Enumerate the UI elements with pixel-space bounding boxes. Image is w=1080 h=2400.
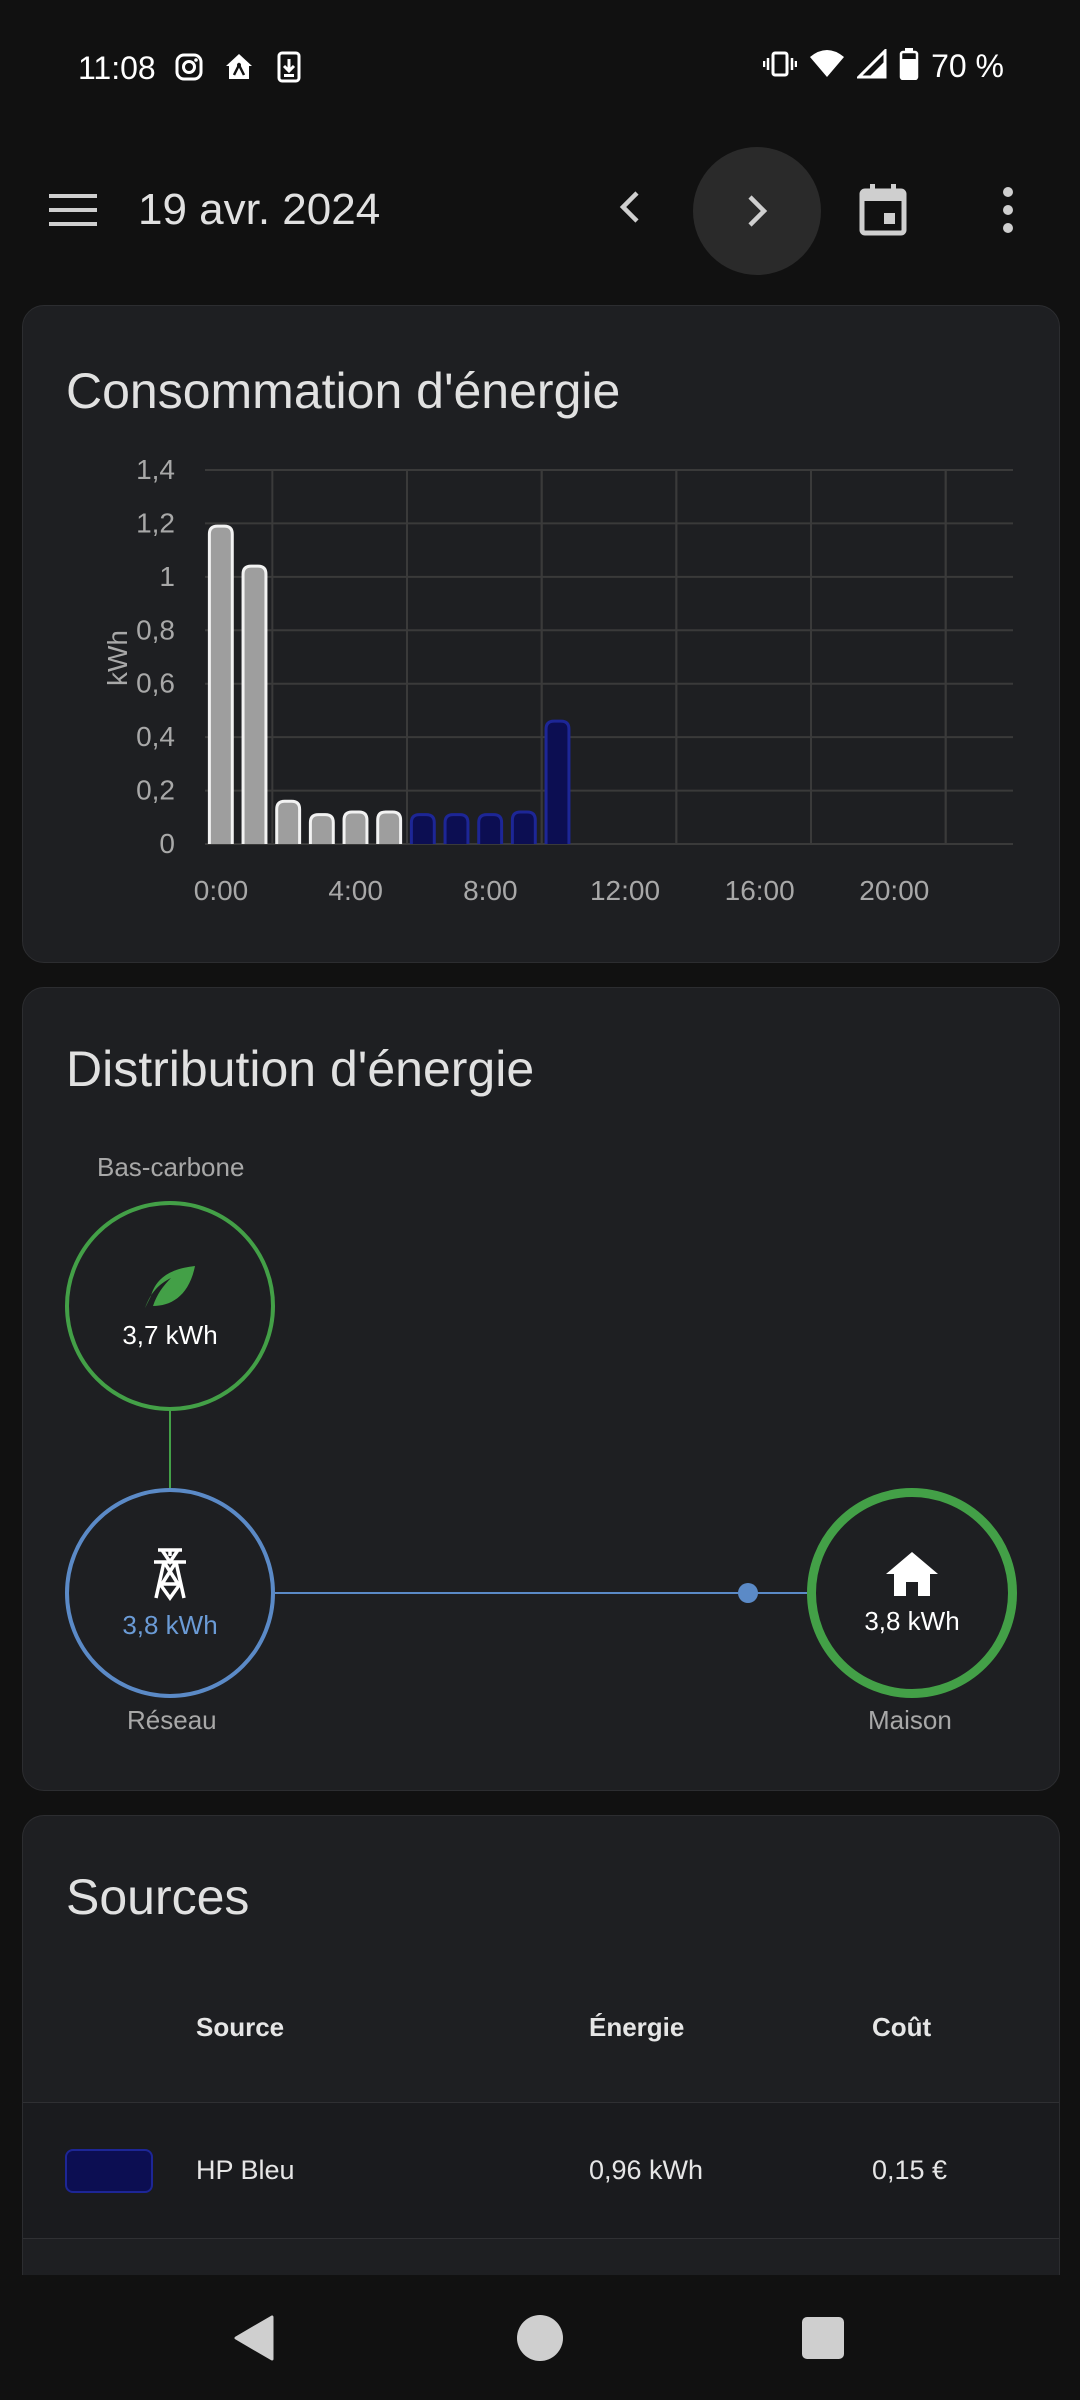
bar [510, 810, 537, 844]
wifi-icon [809, 49, 845, 84]
x-tick-label: 12:00 [590, 875, 660, 906]
menu-button[interactable] [40, 180, 106, 240]
calendar-button[interactable] [848, 175, 918, 245]
grid-node[interactable]: 3,8 kWh [65, 1488, 275, 1698]
bar [376, 810, 403, 844]
x-tick-label: 16:00 [725, 875, 795, 906]
transmission-tower-icon [154, 1547, 186, 1601]
status-bar: 11:08 70 % [0, 0, 1080, 135]
chevron-left-icon [619, 191, 639, 223]
more-vert-icon [1003, 187, 1013, 233]
y-tick-label: 1 [159, 561, 175, 592]
sources-title: Sources [66, 1869, 250, 1925]
menu-icon [49, 194, 97, 226]
bar [409, 813, 436, 844]
low-carbon-value: 3,7 kWh [122, 1319, 218, 1350]
table-row[interactable]: HP Bleu 0,96 kWh 0,15 € [23, 2103, 1059, 2238]
x-tick-label: 20:00 [859, 875, 929, 906]
grid-to-home-flow-line [275, 1592, 807, 1594]
x-tick-label: 0:00 [194, 875, 249, 906]
next-day-button[interactable] [693, 147, 821, 275]
home-circle-icon[interactable] [517, 2315, 563, 2361]
y-tick-label: 0,8 [136, 614, 175, 645]
leaf-icon [145, 1265, 195, 1308]
source-name: HP Bleu [196, 2155, 295, 2185]
header-source[interactable]: Source [196, 2012, 285, 2042]
signal-icon [855, 47, 887, 84]
more-options-button[interactable] [978, 175, 1038, 245]
row-divider [23, 2238, 1059, 2239]
y-tick-label: 0,6 [136, 668, 175, 699]
bar [308, 813, 335, 844]
energy-usage-title: Consommation d'énergie [66, 363, 621, 419]
energy-distribution-title: Distribution d'énergie [66, 1041, 535, 1097]
energy-usage-chart[interactable]: 0 0,2 0,4 0,6 0,8 1 1,2 1,4 0:00 4:00 8:00 12:00 16:… [23, 306, 1061, 964]
grid-value: 3,8 kWh [122, 1609, 218, 1640]
header-energy[interactable]: Énergie [589, 2012, 685, 2042]
low-carbon-label: Bas-carbone [97, 1152, 245, 1182]
status-right: 70 % [762, 47, 1004, 85]
home-assistant-icon [222, 50, 256, 84]
back-button[interactable] [232, 2315, 274, 2366]
recents-icon[interactable] [802, 2317, 844, 2359]
y-tick-label: 1,2 [136, 507, 175, 538]
download-icon [272, 50, 306, 84]
y-tick-label: 0,2 [136, 775, 175, 806]
battery-percent: 70 % [931, 48, 1004, 84]
instagram-icon [172, 50, 206, 84]
grid-label: Réseau [127, 1705, 217, 1735]
home-node[interactable]: 3,8 kWh [807, 1488, 1017, 1698]
app-bar: 19 avr. 2024 [0, 135, 1080, 285]
header-divider [23, 2102, 1059, 2103]
low-carbon-node[interactable]: 3,7 kWh [65, 1201, 275, 1411]
bar [275, 799, 302, 844]
home-value: 3,8 kWh [864, 1605, 960, 1636]
system-nav-bar [0, 2275, 1080, 2400]
energy-usage-card: Consommation d'énergie 0 0,2 0,4 0,6 0,8 1 1,2… [22, 305, 1060, 963]
status-time: 11:08 [78, 50, 156, 86]
header-cost[interactable]: Coût [872, 2012, 932, 2042]
home-icon [886, 1551, 938, 1596]
date-title[interactable]: 19 avr. 2024 [138, 185, 381, 234]
bar [477, 813, 504, 844]
energy-distribution-card: Distribution d'énergie Bas-carbone 3,7 k… [22, 987, 1060, 1791]
flow-dot [738, 1583, 758, 1603]
notification-icons [172, 50, 306, 84]
bar [241, 564, 268, 844]
y-axis-label: kWh [102, 630, 133, 686]
low-carbon-flow-line [169, 1411, 171, 1488]
bar [544, 719, 571, 844]
x-tick-label: 4:00 [328, 875, 383, 906]
vibrate-icon [762, 49, 798, 84]
source-energy: 0,96 kWh [589, 2155, 704, 2185]
y-tick-label: 0,4 [136, 721, 175, 752]
source-color-swatch [65, 2149, 153, 2193]
home-label: Maison [868, 1705, 952, 1735]
source-cost: 0,15 € [872, 2155, 948, 2185]
sources-card: Sources Source Énergie Coût HP Bleu 0,96… [22, 1815, 1060, 2275]
y-tick-label: 1,4 [136, 454, 175, 485]
bar [443, 813, 470, 844]
x-tick-label: 8:00 [463, 875, 518, 906]
battery-icon [899, 48, 919, 85]
y-tick-label: 0 [159, 828, 175, 859]
chevron-right-icon [748, 195, 768, 227]
previous-day-button[interactable] [598, 175, 662, 239]
bar [342, 810, 369, 844]
back-icon [234, 2315, 274, 2361]
calendar-icon [859, 184, 907, 236]
bar [207, 524, 234, 844]
